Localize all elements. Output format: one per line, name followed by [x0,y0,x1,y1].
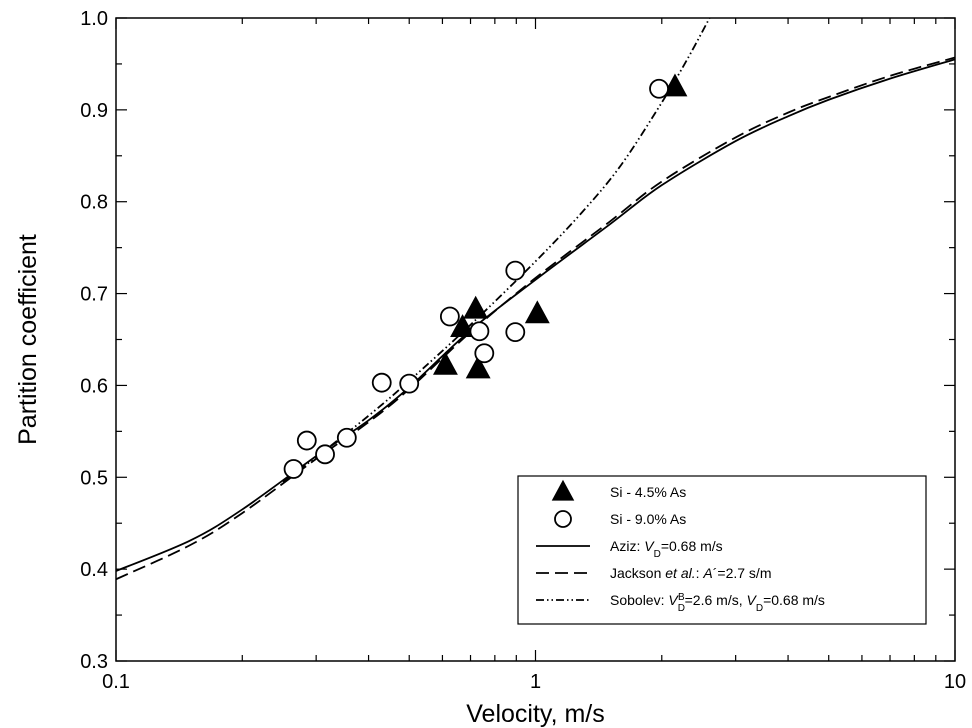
legend-box [517,475,927,625]
y-tick-label: 0.5 [80,467,108,489]
legend-marker-triangle [551,479,575,501]
data-point-circle [336,427,357,448]
x-tick-label: 0.1 [102,671,130,693]
data-point-triangle [465,355,491,379]
y-axis-title: Partition coefficient [14,234,42,445]
axis-ticks [115,17,956,662]
data-point-triangle [450,314,475,338]
chart-points [283,73,688,479]
y-tick-label: 0.9 [80,100,108,122]
model-curve-solid [115,58,956,572]
data-point-triangle [524,300,550,324]
data-point-triangle [662,73,688,97]
data-point-circle [296,430,317,451]
legend-label: Si - 9.0% As [610,511,686,527]
legend-entry: Jackson et al.: A´=2.7 s/m [536,565,771,581]
legend: Si - 4.5% As Si - 9.0% As Aziz: VD=0.68 m/… [517,475,927,625]
data-point-circle [469,321,490,342]
legend-entry: Si - 4.5% As [551,479,686,501]
data-point-circle [283,459,304,479]
data-point-circle [474,343,495,364]
y-tick-label: 0.6 [80,375,108,397]
legend-entry: Sobolev: VDB=2.6 m/s, VD=0.68 m/s [536,592,825,614]
data-point-triangle [433,351,458,375]
x-tick-label: 1 [530,671,541,693]
y-tick-label: 0.7 [80,284,108,306]
y-tick-label: 1.0 [80,8,108,30]
data-point-circle [371,372,392,393]
data-point-circle [649,78,669,99]
data-point-circle [399,373,420,394]
legend-label: Jackson et al.: A´=2.7 s/m [610,565,771,581]
legend-marker-circle [554,510,572,528]
model-curve-dashed [115,56,956,581]
data-point-circle [505,322,526,343]
legend-label: Sobolev: VDB=2.6 m/s, VD=0.68 m/s [610,592,825,614]
data-point-circle [505,260,526,281]
legend-entry: Aziz: VD=0.68 m/s [536,538,723,560]
x-axis-title: Velocity, m/s [466,700,604,728]
data-point-triangle [463,295,489,319]
y-tick-label: 0.4 [80,559,108,581]
legend-entry: Si - 9.0% As [554,510,686,528]
model-curve-dash-dot-dot [282,17,711,483]
y-tick-label: 0.3 [80,651,108,673]
y-tick-label: 0.8 [80,192,108,214]
legend-label: Aziz: VD=0.68 m/s [610,538,723,560]
data-point-circle [439,306,460,327]
axis-tick-labels: 0.1 1 10 0.3 0.4 0.5 0.6 0.7 0.8 0.9 1.0 [80,8,966,693]
legend-label: Si - 4.5% As [610,484,686,500]
data-point-circle [315,444,335,465]
x-tick-label: 10 [944,671,966,693]
